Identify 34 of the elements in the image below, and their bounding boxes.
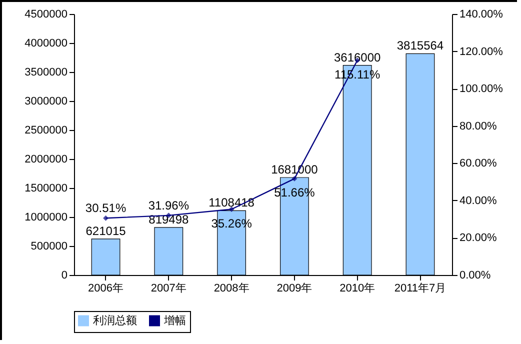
y-tick-label: 3500000 [24, 66, 68, 78]
legend-label: 增幅 [163, 314, 186, 327]
y-tick-label: 3000000 [24, 96, 68, 108]
legend-label: 利润总额 [93, 314, 137, 327]
x-tick-label: 2006年 [88, 282, 124, 294]
point [292, 176, 298, 182]
y-tick-label: 4000000 [24, 38, 68, 50]
y-tick-label: 2000000 [24, 154, 68, 166]
y2-tick-label: 120.00% [460, 46, 504, 58]
data-label: 3616000 [334, 50, 382, 64]
x-tick-label: 2010年 [340, 282, 376, 294]
data-label: 30.51% [85, 201, 126, 216]
y-tick-label: 0 [61, 270, 68, 282]
y-tick-label: 500000 [30, 240, 68, 252]
x-tick-label: 2008年 [214, 282, 250, 294]
y-tick-label: 2500000 [24, 124, 68, 136]
data-label: 621015 [86, 224, 126, 238]
y-tick-label: 1000000 [24, 212, 68, 224]
x-tick-label: 2011年7月 [394, 282, 446, 294]
y2-tick-label: 20.00% [460, 232, 498, 244]
data-label: 31.96% [148, 198, 190, 212]
y2-tick-label: 140.00% [460, 8, 504, 20]
x-tick-label: 2009年 [276, 282, 312, 294]
y2-tick-label: 100.00% [460, 83, 504, 96]
y2-tick-label: 60.00% [460, 158, 498, 170]
y2-tick-label: 80.00% [460, 120, 498, 132]
y-tick-label: 4500000 [24, 8, 68, 20]
data-label: 819498 [148, 212, 190, 226]
y-tick-label: 1500000 [24, 182, 68, 194]
point [103, 215, 108, 221]
y2-tick-label: 40.00% [460, 194, 498, 207]
data-label: 3815564 [396, 38, 444, 53]
y2-tick-label: 0.00% [460, 270, 491, 282]
x-tick-label: 2007年 [150, 282, 186, 294]
